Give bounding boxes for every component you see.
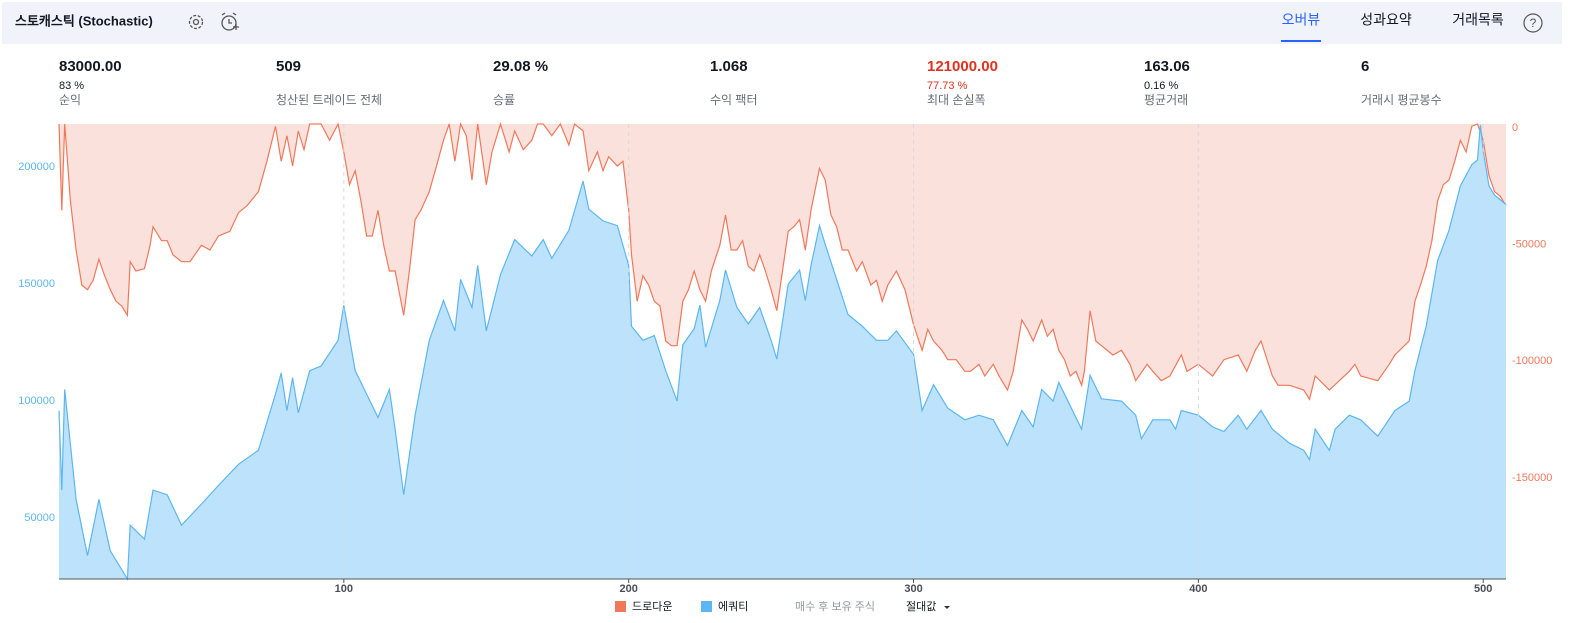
stat-label: 순익	[59, 93, 81, 107]
y-tick-label: 50000	[24, 512, 55, 524]
legend-label: 에쿼티	[718, 600, 748, 613]
legend-label: 드로다운	[632, 600, 672, 613]
series-line	[58, 121, 1507, 401]
settings-icon[interactable]	[188, 14, 204, 30]
x-tick-label: 200	[620, 583, 638, 595]
y2-tick-label: -150000	[1512, 472, 1552, 484]
help-button[interactable]: ?	[1523, 13, 1543, 33]
alert-icon[interactable]	[221, 12, 239, 31]
y2-tick-label: 0	[1512, 122, 1518, 134]
legend-mode[interactable]: 절대값	[906, 600, 936, 613]
area-fill	[59, 124, 1506, 580]
tab-underline	[1281, 40, 1321, 42]
tab[interactable]: 거래목록	[1452, 12, 1504, 28]
y-tick-label: 150000	[18, 278, 55, 290]
legend-buy-hold[interactable]: 매수 후 보유 주식	[795, 600, 875, 613]
stat-label: 수익 팩터	[710, 93, 758, 107]
stat-label: 승률	[493, 93, 515, 107]
stat-value: 83000.00	[59, 58, 122, 75]
stat-value: 1.068	[710, 58, 748, 75]
strategy-title: 스토캐스틱 (Stochastic)	[15, 13, 153, 28]
y-tick-label: 100000	[18, 395, 55, 407]
stat-value: 29.08 %	[493, 58, 548, 75]
x-tick-label: 300	[904, 583, 922, 595]
area-fill	[59, 124, 1506, 400]
y-tick-label: 200000	[18, 161, 55, 173]
stat-value: 6	[1361, 58, 1369, 75]
stat-label: 평균거래	[1144, 93, 1188, 107]
series-line	[58, 124, 1507, 581]
tab[interactable]: 오버뷰	[1282, 12, 1321, 28]
stat-sub: 83 %	[59, 80, 84, 92]
stat-value: 163.06	[1144, 58, 1190, 75]
x-tick-label: 100	[335, 583, 353, 595]
stat-label: 최대 손실폭	[927, 93, 986, 107]
legend-swatch	[615, 601, 626, 612]
stat-label: 거래시 평균봉수	[1361, 93, 1442, 107]
stat-sub: 0.16 %	[1144, 80, 1178, 92]
y2-tick-label: -100000	[1512, 355, 1552, 367]
x-tick-label: 500	[1474, 583, 1492, 595]
legend-swatch	[701, 601, 712, 612]
stat-sub: 77.73 %	[927, 80, 968, 92]
stat-value: 121000.00	[927, 58, 998, 75]
help-label[interactable]: ?	[1530, 16, 1537, 30]
dropdown-caret	[944, 606, 950, 609]
tab[interactable]: 성과요약	[1360, 12, 1412, 28]
stat-label: 청산된 트레이드 전체	[276, 93, 382, 107]
x-tick-label: 400	[1189, 583, 1207, 595]
stat-value: 509	[276, 58, 301, 75]
header-bar	[2, 2, 1562, 44]
y2-tick-label: -50000	[1512, 239, 1546, 251]
